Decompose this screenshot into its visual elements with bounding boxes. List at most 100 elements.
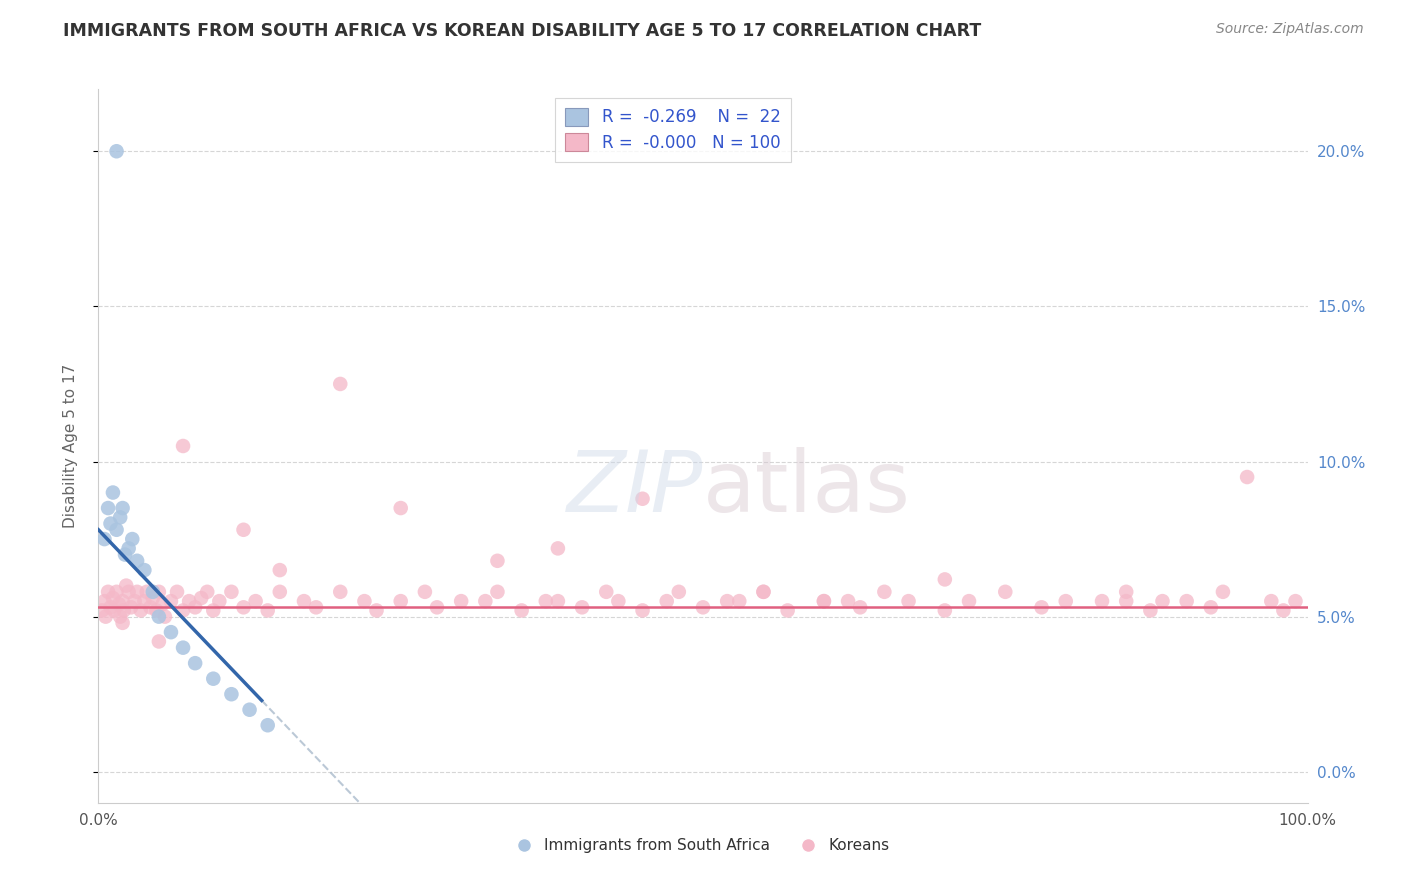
Point [172, 640, 194, 655]
Point [1236, 470, 1258, 484]
Point [202, 603, 225, 617]
Point [1091, 594, 1114, 608]
Point [486, 584, 509, 599]
Point [91, 603, 114, 617]
Point [486, 554, 509, 568]
Point [607, 594, 630, 608]
Point [426, 600, 449, 615]
Point [115, 579, 138, 593]
Point [108, 510, 131, 524]
Point [1115, 584, 1137, 599]
Point [239, 703, 262, 717]
Point [160, 625, 183, 640]
Point [94, 609, 117, 624]
Point [547, 594, 569, 608]
Point [232, 600, 254, 615]
Point [166, 584, 188, 599]
Point [353, 594, 375, 608]
Text: Source: ZipAtlas.com: Source: ZipAtlas.com [1216, 22, 1364, 37]
Point [934, 573, 956, 587]
Point [100, 600, 122, 615]
Point [111, 501, 134, 516]
Point [256, 718, 278, 732]
Point [100, 516, 122, 531]
Text: ZIP: ZIP [567, 447, 703, 531]
Point [752, 584, 775, 599]
Point [510, 603, 533, 617]
Point [97, 501, 120, 516]
Point [776, 603, 799, 617]
Point [134, 563, 156, 577]
Point [97, 584, 120, 599]
Point [1212, 584, 1234, 599]
Point [105, 584, 128, 599]
Text: IMMIGRANTS FROM SOUTH AFRICA VS KOREAN DISABILITY AGE 5 TO 17 CORRELATION CHART: IMMIGRANTS FROM SOUTH AFRICA VS KOREAN D… [63, 22, 981, 40]
Point [172, 603, 194, 617]
Point [1115, 594, 1137, 608]
Y-axis label: Disability Age 5 to 17: Disability Age 5 to 17 [63, 364, 77, 528]
Point [105, 145, 128, 159]
Point [1031, 600, 1053, 615]
Point [101, 485, 124, 500]
Point [101, 591, 124, 605]
Point [655, 594, 678, 608]
Point [1260, 594, 1282, 608]
Point [145, 603, 167, 617]
Point [184, 600, 207, 615]
Point [389, 594, 412, 608]
Point [728, 594, 751, 608]
Point [256, 603, 278, 617]
Point [534, 594, 557, 608]
Point [184, 656, 207, 670]
Point [595, 584, 617, 599]
Point [292, 594, 315, 608]
Point [668, 584, 690, 599]
Point [142, 584, 165, 599]
Point [127, 584, 149, 599]
Point [474, 594, 496, 608]
Point [190, 591, 212, 605]
Point [813, 594, 835, 608]
Point [112, 603, 135, 617]
Point [148, 634, 170, 648]
Point [366, 603, 388, 617]
Point [837, 594, 859, 608]
Point [124, 594, 146, 608]
Point [111, 615, 134, 630]
Point [305, 600, 328, 615]
Legend: Immigrants from South Africa, Koreans: Immigrants from South Africa, Koreans [510, 832, 896, 859]
Point [129, 603, 152, 617]
Point [1152, 594, 1174, 608]
Point [329, 584, 352, 599]
Point [389, 501, 412, 516]
Point [103, 603, 125, 617]
Point [105, 523, 128, 537]
Point [202, 672, 225, 686]
Point [897, 594, 920, 608]
Point [108, 597, 131, 611]
Point [571, 600, 593, 615]
Point [873, 584, 896, 599]
Point [121, 532, 143, 546]
Point [221, 584, 243, 599]
Point [172, 439, 194, 453]
Point [547, 541, 569, 556]
Point [1054, 594, 1077, 608]
Point [1175, 594, 1198, 608]
Point [152, 597, 174, 611]
Point [134, 594, 156, 608]
Point [631, 491, 654, 506]
Point [849, 600, 872, 615]
Point [752, 584, 775, 599]
Point [111, 594, 134, 608]
Point [269, 563, 291, 577]
Point [957, 594, 980, 608]
Point [245, 594, 267, 608]
Point [413, 584, 436, 599]
Point [139, 600, 162, 615]
Point [127, 554, 149, 568]
Point [179, 594, 201, 608]
Point [142, 591, 165, 605]
Point [1272, 603, 1295, 617]
Point [118, 584, 141, 599]
